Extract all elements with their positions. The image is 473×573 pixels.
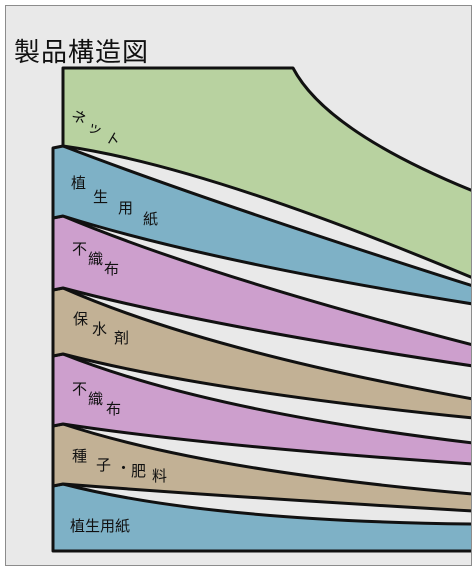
diagram-frame: 製品構造図 ネ ッ ト 植 生 用 紙 不 織 布 保 水 剤 不 織 布 種 [5, 5, 472, 566]
layer-2-char-4: 紙 [143, 210, 158, 228]
layer-4-band [51, 286, 471, 420]
layer-6-char-3: ・ [116, 459, 131, 477]
layer-5-band [51, 352, 471, 466]
layer-diagram: ネ ッ ト 植 生 用 紙 不 織 布 保 水 剤 不 織 布 種 子 ・ 肥 … [51, 66, 471, 553]
layer-7-char-4: 紙 [115, 517, 130, 535]
layer-2-band [51, 144, 471, 306]
layer-6-char-5: 料 [152, 467, 167, 485]
diagram-title: 製品構造図 [14, 38, 150, 68]
layer-3-char-2: 織 [88, 250, 103, 268]
layer-7-band [51, 482, 471, 553]
layer-5-char-3: 布 [106, 400, 121, 418]
layer-labels: ネ ッ ト 植 生 用 紙 不 織 布 保 水 剤 不 織 布 種 子 ・ 肥 … [68, 106, 167, 535]
layer-7-char-2: 生 [85, 517, 100, 535]
layer-5-char-1: 不 [72, 380, 87, 398]
layer-7-char-1: 植 [70, 517, 85, 535]
layer-6-char-1: 種 [72, 447, 87, 465]
layer-2-char-3: 用 [118, 199, 133, 217]
layer-6-char-4: 肥 [131, 462, 146, 480]
layer-4-char-1: 保 [73, 310, 88, 328]
layer-1-band [61, 66, 471, 279]
layer-4-char-3: 剤 [114, 329, 129, 347]
layer-4-char-2: 水 [92, 320, 107, 338]
layer-2-char-2: 生 [93, 188, 108, 206]
layer-5-char-2: 織 [88, 390, 103, 408]
layer-3-char-3: 布 [104, 260, 119, 278]
layer-3-char-1: 不 [72, 240, 87, 258]
layer-2-char-1: 植 [71, 174, 86, 192]
layer-3-band [51, 214, 471, 368]
layer-6-band [51, 422, 471, 513]
layer-7-char-3: 用 [100, 517, 115, 535]
layer-6-char-2: 子 [96, 456, 111, 474]
